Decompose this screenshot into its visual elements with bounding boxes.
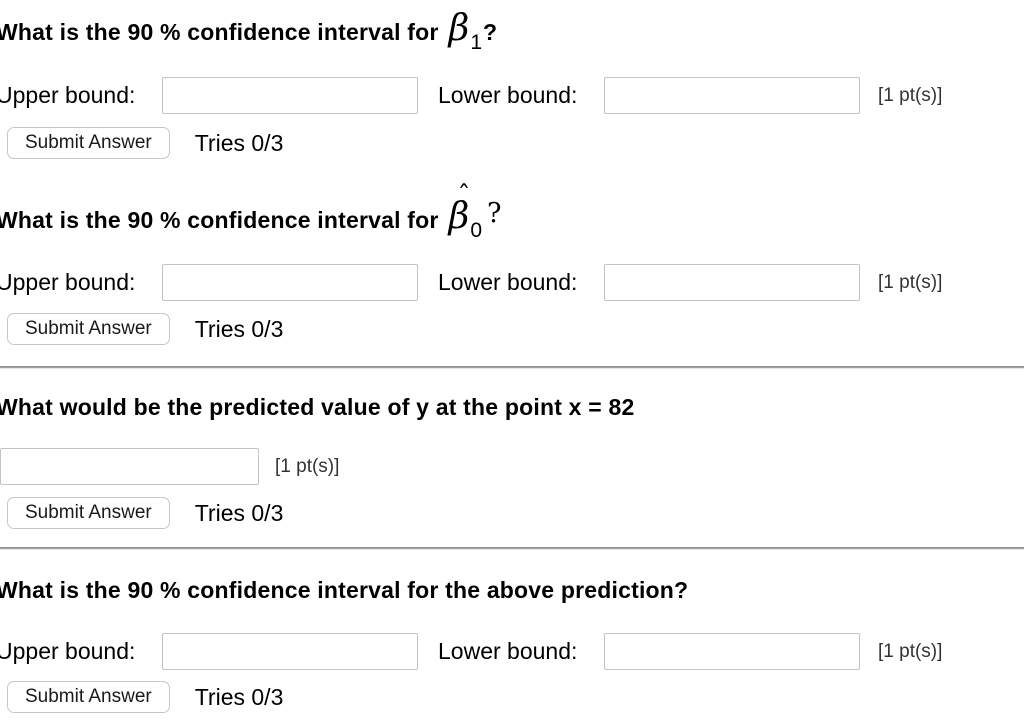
q4-tries-counter: Tries 0/3 xyxy=(194,683,284,710)
subscript: 1 xyxy=(470,31,483,54)
lower-bound-label: Lower bound: xyxy=(438,638,578,664)
question-1-inputs-row: Upper bound: Lower bound: [1 pt(s)] xyxy=(0,77,942,114)
q1-submit-answer-button[interactable]: Submit Answer xyxy=(7,127,170,159)
question-4-title-text: What is the 90 % confidence interval for… xyxy=(0,577,689,603)
beta-glyph: β xyxy=(448,8,470,49)
question-3-inputs-row: [1 pt(s)] xyxy=(0,448,339,485)
points-badge: [1 pt(s)] xyxy=(878,640,943,662)
q2-tries-counter: Tries 0/3 xyxy=(194,315,284,342)
q3-tries-counter: Tries 0/3 xyxy=(194,499,284,526)
upper-bound-label: Upper bound: xyxy=(0,269,136,295)
hat-glyph: ˆ xyxy=(457,181,471,211)
question-3-submit-row: Submit Answer Tries 0/3 xyxy=(0,497,283,529)
q4-submit-answer-button[interactable]: Submit Answer xyxy=(7,681,170,713)
question-4-title: What is the 90 % confidence interval for… xyxy=(0,577,688,604)
question-3-title: What would be the predicted value of y a… xyxy=(0,394,634,421)
question-mark: ? xyxy=(483,19,498,45)
q4-upper-bound-input[interactable] xyxy=(162,633,418,670)
section-divider xyxy=(0,366,1024,368)
question-3-title-text: What would be the predicted value of y a… xyxy=(0,394,635,420)
question-1-title-text: What is the 90 % confidence interval for xyxy=(0,19,439,45)
q1-tries-counter: Tries 0/3 xyxy=(194,129,284,156)
question-1-submit-row: Submit Answer Tries 0/3 xyxy=(0,127,283,159)
subscript: 0 xyxy=(470,219,483,242)
q1-lower-bound-input[interactable] xyxy=(604,77,860,114)
question-2-submit-row: Submit Answer Tries 0/3 xyxy=(0,313,283,345)
lower-bound-label: Lower bound: xyxy=(438,82,578,108)
q2-lower-bound-input[interactable] xyxy=(604,264,860,301)
question-1-title: What is the 90 % confidence interval for… xyxy=(0,0,498,54)
q3-submit-answer-button[interactable]: Submit Answer xyxy=(7,497,170,529)
lower-bound-label: Lower bound: xyxy=(438,269,578,295)
question-mark: ? xyxy=(487,198,502,229)
question-2-inputs-row: Upper bound: Lower bound: [1 pt(s)] xyxy=(0,264,942,301)
points-badge: [1 pt(s)] xyxy=(878,84,943,106)
upper-bound-label: Upper bound: xyxy=(0,82,136,108)
q2-submit-answer-button[interactable]: Submit Answer xyxy=(7,313,170,345)
q1-upper-bound-input[interactable] xyxy=(162,77,418,114)
question-2-title: What is the 90 % confidence interval for… xyxy=(0,181,502,242)
upper-bound-label: Upper bound: xyxy=(0,638,136,664)
question-4-submit-row: Submit Answer Tries 0/3 xyxy=(0,681,283,713)
question-2-title-text: What is the 90 % confidence interval for xyxy=(0,207,439,233)
hat-glyph: ˆ xyxy=(457,0,471,23)
q3-predicted-value-input[interactable] xyxy=(0,448,259,485)
points-badge: [1 pt(s)] xyxy=(878,271,943,293)
q4-lower-bound-input[interactable] xyxy=(604,633,860,670)
q2-upper-bound-input[interactable] xyxy=(162,264,418,301)
points-badge: [1 pt(s)] xyxy=(275,455,340,477)
question-4-inputs-row: Upper bound: Lower bound: [1 pt(s)] xyxy=(0,633,942,670)
beta-glyph: β xyxy=(448,196,470,237)
section-divider xyxy=(0,547,1024,549)
